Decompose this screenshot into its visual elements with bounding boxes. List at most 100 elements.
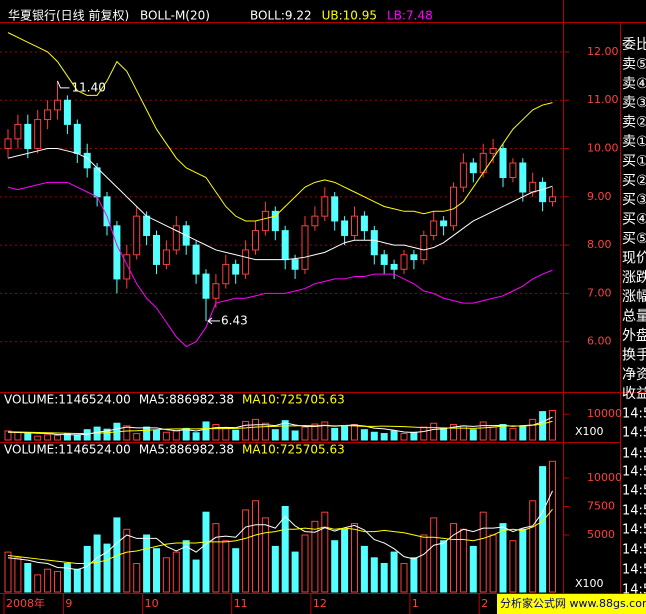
candle-body <box>34 119 42 150</box>
candle-body <box>301 225 309 270</box>
volume-bar <box>450 523 457 593</box>
candle-body <box>291 259 299 270</box>
volume-bar <box>63 563 71 593</box>
quote-label: 买① <box>622 153 646 169</box>
ma-line <box>7 490 553 571</box>
legend-entry: MA5:886982.38 <box>139 393 234 407</box>
candle-body <box>351 215 358 236</box>
volume-bar <box>153 548 160 593</box>
candle-body <box>420 234 428 261</box>
volume-bar <box>420 534 428 593</box>
candle-body <box>430 220 438 236</box>
candle-body <box>281 230 289 261</box>
volume-bar <box>450 424 457 441</box>
candle-body <box>410 254 418 261</box>
y-tick-label: 10.00 <box>587 142 619 155</box>
annotation: 11.40 <box>72 80 106 94</box>
time-label: 14:5 <box>622 407 646 422</box>
volume-bar <box>440 540 448 593</box>
y-tick-label: 7.00 <box>587 286 612 299</box>
volume-bar <box>529 500 537 593</box>
candle-body <box>390 263 398 270</box>
volume-bar <box>489 426 497 441</box>
candle-body <box>252 230 259 251</box>
volume-bar <box>370 557 378 593</box>
candle-body <box>360 215 368 232</box>
volume-bar <box>192 432 200 441</box>
candle-body <box>24 123 32 150</box>
legend-entry: LB:7.48 <box>387 9 433 23</box>
candle-body <box>311 215 319 227</box>
volume-bar <box>192 559 200 593</box>
volume-bar <box>400 433 408 441</box>
time-label: 14:5 <box>622 523 646 538</box>
x-tick-label: 11 <box>234 597 248 610</box>
quote-label: 涨跌 <box>622 270 646 286</box>
volume-bar <box>360 429 368 441</box>
candle-body <box>519 162 527 193</box>
candle-body <box>529 181 537 193</box>
y-tick-label: 7500 <box>587 500 615 513</box>
candle-body <box>123 254 131 280</box>
volume-bar <box>261 517 269 593</box>
legend-entry: UB:10.95 <box>322 9 377 23</box>
candle-body <box>192 244 200 275</box>
time-label: 14:5 <box>622 426 646 441</box>
volume-bar <box>4 551 12 593</box>
time-label: 14:5 <box>622 543 646 558</box>
volume-bar <box>519 528 527 593</box>
volume-bar <box>143 426 151 441</box>
quote-label: 卖⑤ <box>622 56 646 72</box>
volume-bar <box>212 424 220 441</box>
volume-bar <box>222 540 230 593</box>
volume-bar <box>410 431 418 441</box>
y-tick-label: 6.00 <box>587 335 612 348</box>
annotation-leader <box>57 80 70 89</box>
volume-bar <box>252 418 259 441</box>
x-tick-label: 2 <box>481 597 488 610</box>
volume-bar <box>351 523 358 593</box>
legend-entry: MA5:886982.38 <box>139 443 234 457</box>
volume-bar <box>311 520 319 593</box>
volume-bar <box>539 411 547 441</box>
candle-body <box>73 123 81 154</box>
volume-bar <box>459 528 467 593</box>
volume-bar <box>103 543 111 593</box>
volume-bar <box>420 426 428 441</box>
time-label: 14:5 <box>622 504 646 519</box>
candle-body <box>93 167 101 198</box>
volume-bar <box>162 557 170 593</box>
volume-bar <box>54 434 61 441</box>
quote-label: 买③ <box>622 192 646 208</box>
ma-line <box>7 508 553 564</box>
volume-bar <box>123 528 131 593</box>
candle-body <box>459 162 467 188</box>
volume-bar <box>549 460 556 593</box>
candle-body <box>549 196 556 203</box>
volume-bar <box>133 563 141 593</box>
volume-bar <box>172 551 180 593</box>
quote-label: 买⑤ <box>622 231 646 247</box>
quote-label: 卖② <box>622 115 646 131</box>
volume-bar <box>133 433 141 441</box>
y-tick-label: 5000 <box>587 528 615 541</box>
candle-body <box>162 249 170 265</box>
legend-entry: MA10:725705.63 <box>242 393 345 407</box>
volume-bar <box>341 425 349 441</box>
candle-body <box>172 225 180 251</box>
volume-bar <box>242 420 250 441</box>
candle-body <box>331 196 339 222</box>
volume-bar <box>430 517 438 593</box>
candle-body <box>222 263 230 285</box>
volume-bar <box>24 433 32 441</box>
volume-bar <box>370 431 378 441</box>
quote-label: 买④ <box>622 212 646 228</box>
y-tick-label: 12.00 <box>587 45 619 58</box>
ma-line <box>7 416 553 436</box>
volume-bar <box>311 423 319 441</box>
volume-bar <box>400 563 408 593</box>
volume-bar <box>469 545 477 593</box>
volume-bar <box>34 574 42 593</box>
